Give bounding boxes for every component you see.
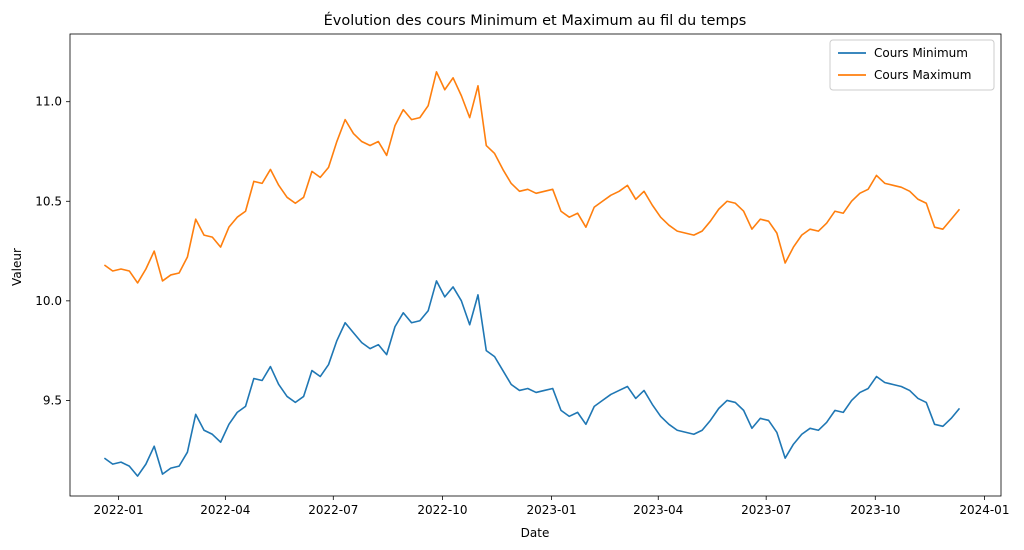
legend-entry: Cours Minimum [874,46,968,60]
x-tick-label: 2023-10 [850,503,900,517]
y-tick-label: 9.5 [43,393,62,407]
x-tick-label: 2023-04 [633,503,683,517]
plot-frame [69,33,1002,497]
y-tick-label: 10.0 [35,294,62,308]
chart-title: Évolution des cours Minimum et Maximum a… [324,12,747,29]
x-axis-label: Date [521,526,550,540]
x-tick-label: 2023-07 [741,503,791,517]
x-tick-label: 2024-01 [959,503,1009,517]
y-axis-label: Valeur [10,248,24,286]
series-line-cours-minimum [103,280,961,477]
x-tick-label: 2022-10 [417,503,467,517]
y-tick-label: 10.5 [35,194,62,208]
x-tick-label: 2022-04 [200,503,250,517]
legend [829,39,995,91]
x-tick-label: 2023-01 [526,503,576,517]
x-tick-label: 2022-07 [308,503,358,517]
series-line-cours-maximum [103,71,961,284]
y-tick-label: 11.0 [35,95,62,109]
x-tick-label: 2022-01 [94,503,144,517]
legend-entry: Cours Maximum [874,68,971,82]
